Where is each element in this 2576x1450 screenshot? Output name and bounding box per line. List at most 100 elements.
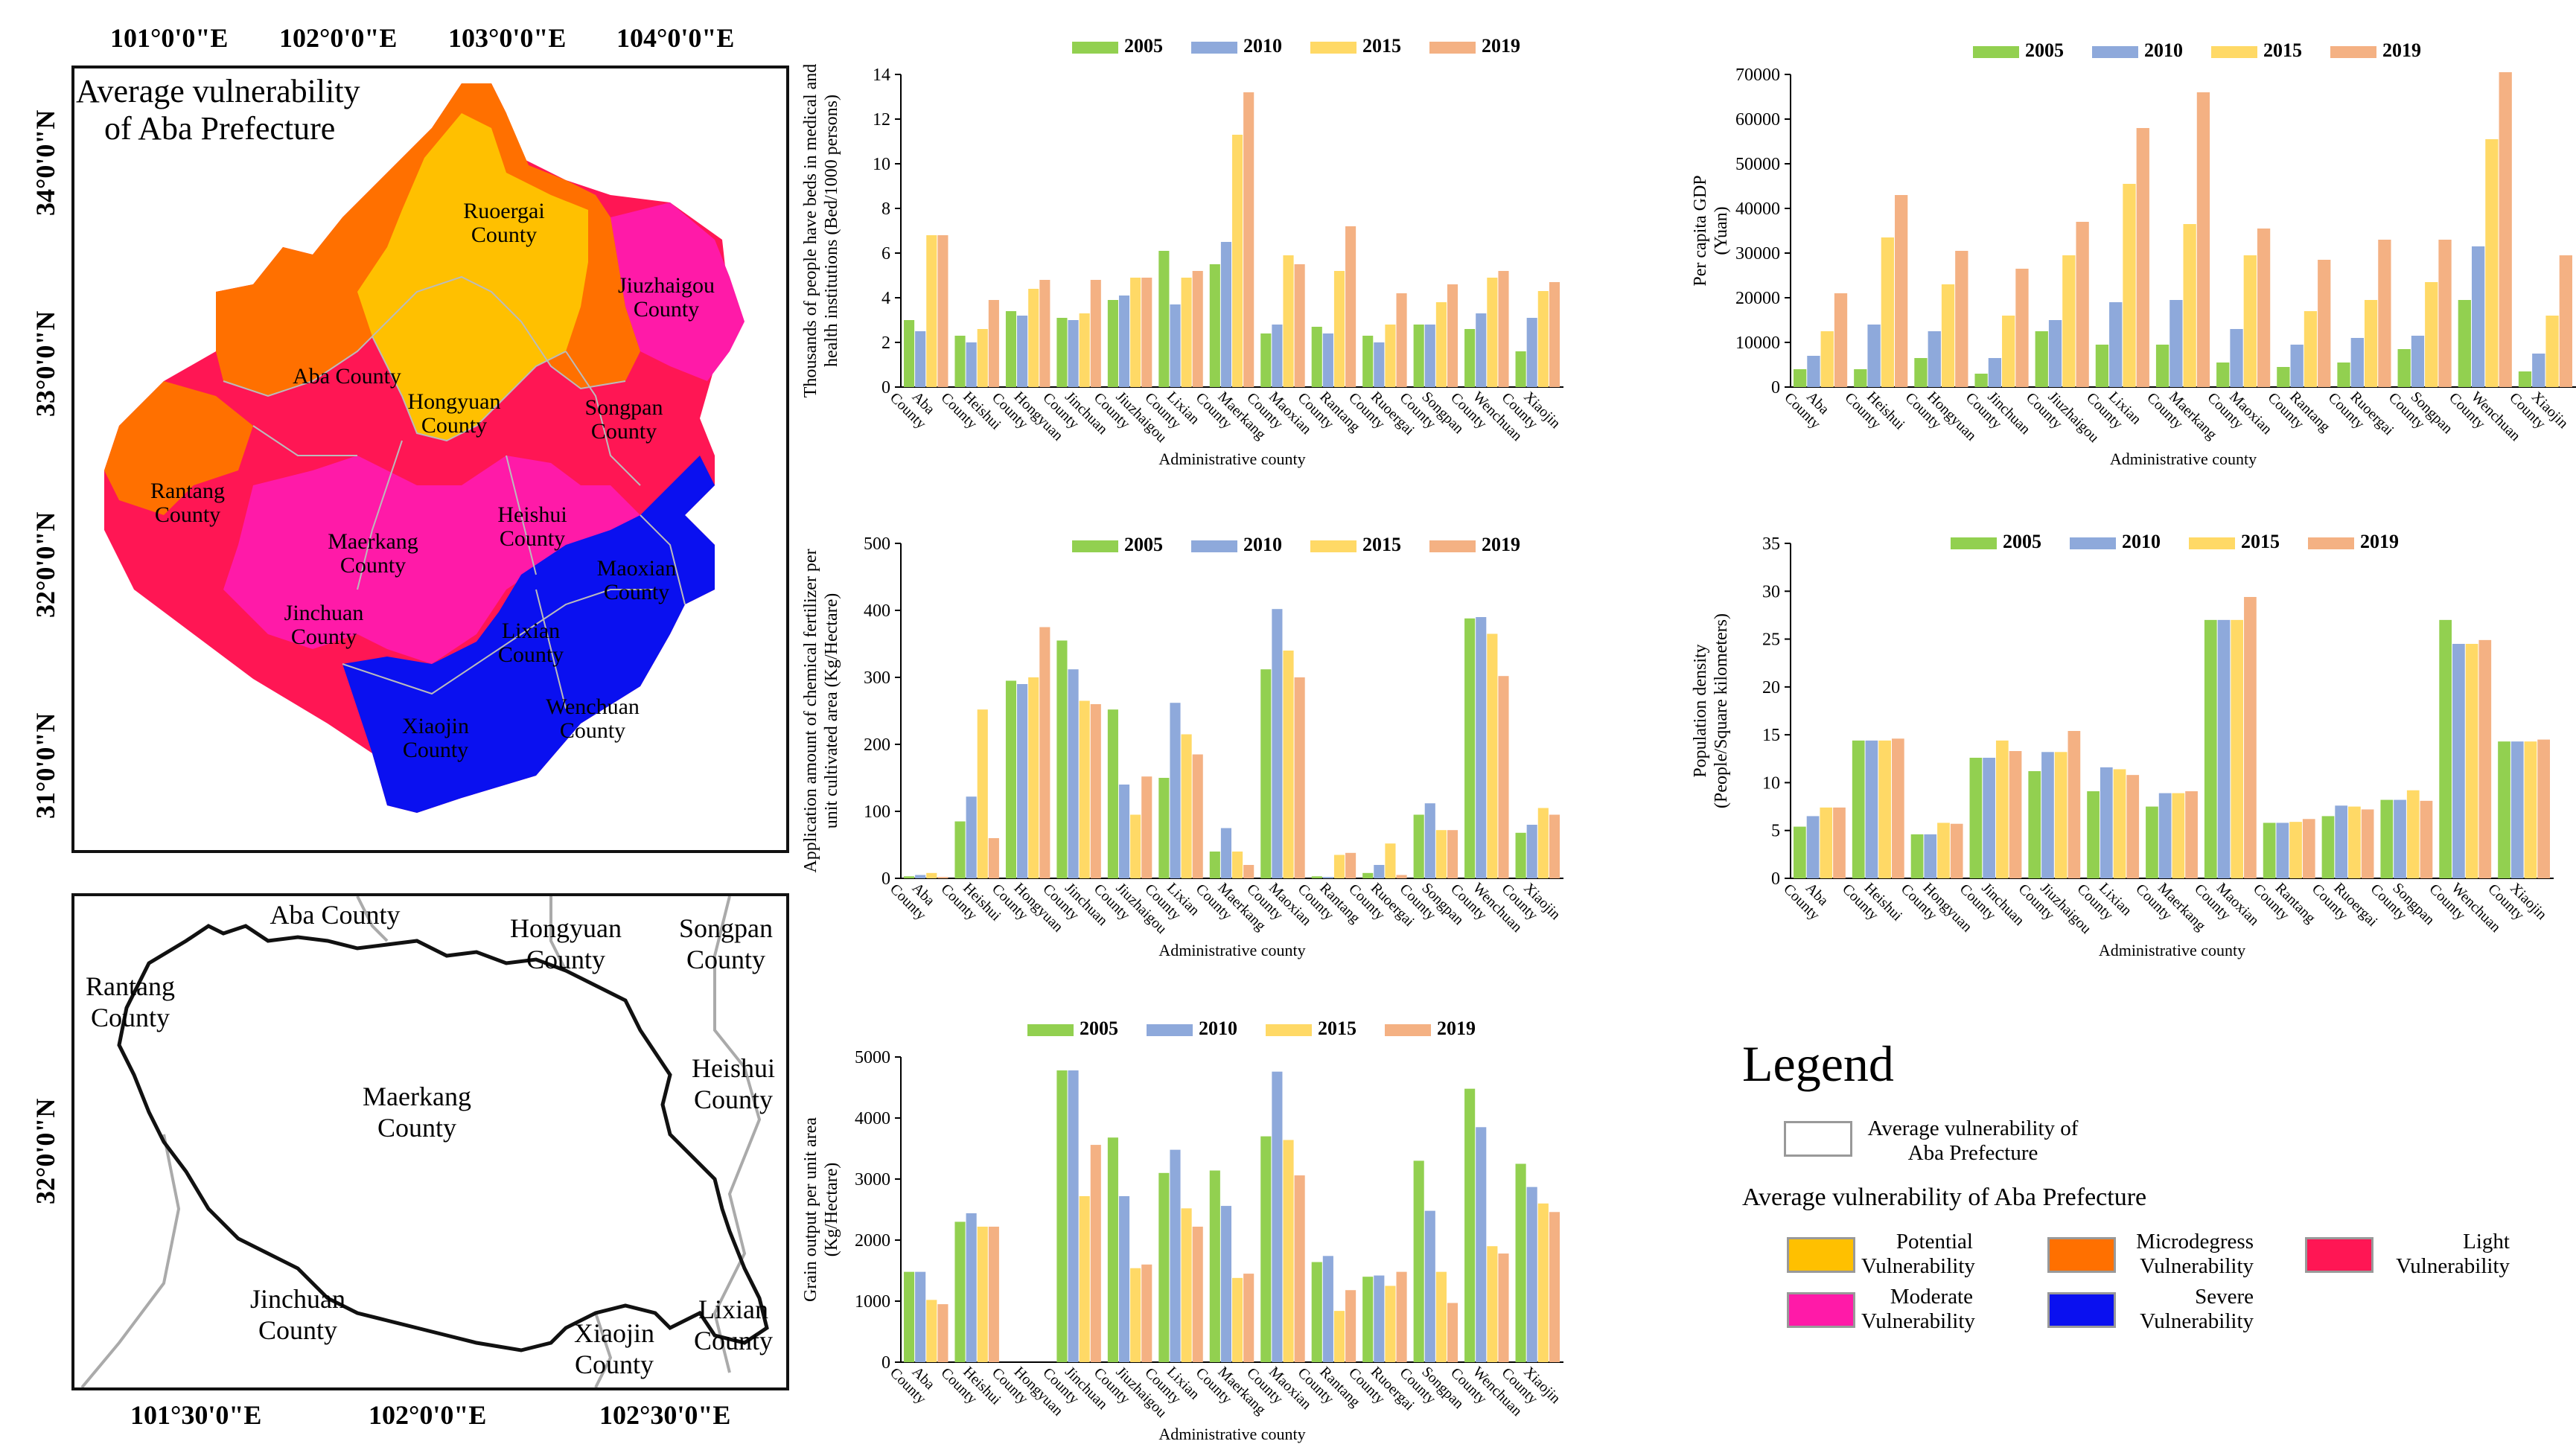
legend-swatch-2019	[1385, 1024, 1431, 1036]
bar-2010-maerkang-county	[1220, 1206, 1231, 1362]
legend-label-2015: 2015	[2241, 531, 2280, 552]
bar-2005-wenchuan-county	[2439, 619, 2452, 878]
bar-2019-songpan-county	[2438, 240, 2452, 387]
chart-medical-beds: 0 2 4 6 8 10 12 14 Thousands of people have beds…	[801, 35, 1563, 468]
bar-2010-jinchuan-county	[1068, 320, 1079, 387]
bar-2010-jinchuan-county	[1988, 358, 2002, 387]
bar-2005-jinchuan-county	[1974, 374, 1988, 387]
bar-2015-maoxian-county	[2243, 255, 2257, 387]
bar-2019-lixian-county	[1192, 754, 1203, 878]
legend-label-light: Light Vulnerability	[2396, 1230, 2510, 1278]
top-map-lon-label-4: 104°0'0"E	[616, 23, 735, 53]
bar-2005-lixian-county	[2095, 345, 2109, 387]
x-category-label: SongpanCounty	[1397, 378, 1467, 449]
bar-2015-songpan-county	[1435, 1271, 1447, 1362]
bar-2005-wenchuan-county	[2458, 300, 2471, 387]
bar-2005-songpan-county	[1413, 814, 1424, 878]
bar-2015-ruoergai-county	[2364, 300, 2378, 387]
chart-fertilizer: 0 100 200 300 400 500 Application amount of ch…	[801, 534, 1563, 959]
x-category-label: RuoergaiCounty	[1345, 1353, 1418, 1425]
bar-2015-maoxian-county	[1283, 255, 1294, 387]
legend-swatch-2005	[1027, 1024, 1074, 1036]
legend-label-2019: 2019	[1482, 534, 1520, 555]
bar-2005-heishui-county	[1854, 369, 1867, 387]
y-tick-label: 3000	[855, 1170, 890, 1189]
bar-2019-wenchuan-county	[1498, 676, 1509, 878]
bar-2010-xiaojin-county	[1526, 825, 1537, 878]
y-tick-label: 5000	[855, 1048, 890, 1067]
legend-label-2010: 2010	[1199, 1018, 1237, 1039]
x-category-label: RuoergaiCounty	[2309, 869, 2381, 942]
bar-2015-rantang-county	[1333, 855, 1345, 878]
bar-2019-aba-county	[937, 1304, 949, 1362]
x-category-label: HeishuiCounty	[937, 1353, 1004, 1420]
bar-2010-aba-county	[915, 1271, 926, 1362]
bar-2005-wenchuan-county	[1464, 618, 1476, 878]
bar-2005-xiaojin-county	[1515, 832, 1526, 878]
x-category-label: SongpanCounty	[2385, 378, 2456, 449]
bar-2005-maoxian-county	[1260, 1136, 1272, 1362]
bar-2005-hongyuan-county	[1005, 311, 1017, 387]
bar-2015-heishui-county	[977, 1226, 988, 1362]
top-map-lat-label-3: 32°0'0"N	[31, 511, 60, 618]
bar-2010-songpan-county	[1424, 1210, 1435, 1362]
bar-2019-maerkang-county	[1243, 92, 1254, 387]
legend-label-2019: 2019	[2360, 531, 2399, 552]
county-label-xiaojin: Xiaojin County	[402, 714, 469, 762]
y-tick-label: 20	[1762, 678, 1780, 697]
x-category-label: MaerkangCounty	[2132, 869, 2209, 946]
bar-2010-maerkang-county	[1220, 828, 1231, 878]
legend-label-moderate: Moderate Vulnerability	[1861, 1285, 1975, 1333]
bar-2015-aba-county	[1820, 807, 1833, 878]
legend-label-2019: 2019	[1482, 35, 1520, 57]
bar-2019-lixian-county	[1192, 271, 1203, 387]
bar-2019-xiaojin-county	[1549, 1212, 1560, 1362]
y-tick-label: 4	[881, 289, 890, 308]
bar-2015-heishui-county	[1881, 237, 1895, 387]
bar-2019-hongyuan-county	[1955, 251, 1968, 387]
bar-2010-wenchuan-county	[1476, 617, 1487, 878]
county-label-heishui: Heishui County	[497, 502, 567, 551]
bar-2015-heishui-county	[1878, 740, 1891, 878]
legend-label-2019: 2019	[2382, 39, 2421, 61]
inset-map-lat-label: 32°0'0"N	[31, 1098, 60, 1204]
bar-2005-lixian-county	[1158, 251, 1170, 387]
bar-2015-aba-county	[926, 872, 937, 878]
y-axis-title: Population density(People/Square kilomet…	[1691, 613, 1731, 808]
x-category-label: WenchuanCounty	[2426, 869, 2504, 948]
legend-label-2005: 2005	[1124, 35, 1163, 57]
bar-2015-rantang-county	[2289, 822, 2302, 878]
county-label-rantang: Rantang County	[150, 479, 225, 527]
bar-2019-heishui-county	[1895, 195, 1908, 387]
legend-outline-swatch	[1784, 1121, 1852, 1157]
bar-2015-rantang-county	[1333, 1311, 1345, 1362]
bar-2010-lixian-county	[2100, 767, 2113, 878]
legend-swatch-2010	[2070, 537, 2116, 549]
legend-swatch-light	[2305, 1237, 2373, 1273]
bar-2019-maoxian-county	[1294, 1175, 1305, 1362]
y-tick-label: 2000	[855, 1231, 890, 1251]
bar-2019-xiaojin-county	[1549, 814, 1560, 878]
bar-2015-ruoergai-county	[1385, 325, 1396, 387]
bar-2010-jiuzhaigou-county	[2041, 752, 2054, 878]
bar-2019-jinchuan-county	[2009, 751, 2022, 878]
county-label-jinchuan: Jinchuan County	[284, 601, 364, 649]
county-label-maerkang: Maerkang County	[328, 529, 418, 578]
y-axis-title: Per capita GDP(Yuan)	[1691, 175, 1731, 286]
inset-label-aba: Aba County	[270, 900, 401, 930]
bar-2019-jinchuan-county	[2015, 269, 2029, 387]
y-tick-label: 30000	[1735, 244, 1780, 264]
x-axis-title: Administrative county	[2110, 450, 2257, 468]
legend-swatch-2015	[1310, 42, 1356, 54]
legend-swatch-moderate	[1787, 1292, 1855, 1328]
bar-2015-songpan-county	[1435, 302, 1447, 387]
inset-label-maerkang: Maerkang County	[363, 1082, 471, 1143]
vulnerability-map	[104, 83, 745, 813]
bar-2019-lixian-county	[2136, 128, 2149, 387]
bar-2015-aba-county	[926, 1300, 937, 1362]
bar-2010-wenchuan-county	[1476, 1127, 1487, 1362]
bar-2010-maoxian-county	[2230, 329, 2243, 387]
y-axis-title: Grain output per unit area(Kg/Hectare)	[801, 1117, 841, 1302]
bar-2019-aba-county	[1834, 293, 1848, 387]
bar-2015-rantang-county	[2304, 311, 2318, 387]
